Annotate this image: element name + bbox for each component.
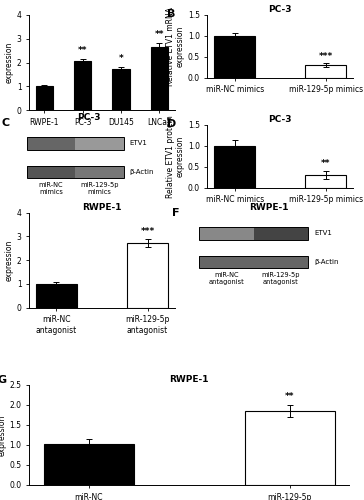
Y-axis label: Relative ETV1 protein
expression: Relative ETV1 protein expression <box>166 115 185 198</box>
Text: F: F <box>171 208 179 218</box>
Text: ETV1: ETV1 <box>129 140 147 146</box>
Text: β-Actin: β-Actin <box>314 259 339 265</box>
Text: ETV1: ETV1 <box>314 230 332 236</box>
Text: **: ** <box>321 160 331 168</box>
Text: **: ** <box>78 46 87 55</box>
Bar <box>199 256 308 268</box>
Title: RWPE-1: RWPE-1 <box>250 202 289 211</box>
Y-axis label: Relative ETV1 protein
expression: Relative ETV1 protein expression <box>0 394 7 476</box>
Text: *: * <box>119 54 123 63</box>
Title: PC-3: PC-3 <box>78 112 101 122</box>
Bar <box>27 166 124 177</box>
Text: **: ** <box>285 392 294 401</box>
Bar <box>305 175 347 188</box>
Bar <box>36 86 53 110</box>
Title: RWPE-1: RWPE-1 <box>170 375 209 384</box>
Bar <box>254 256 308 268</box>
Bar <box>151 47 168 110</box>
Bar <box>27 137 124 149</box>
Text: miR-NC
mimics: miR-NC mimics <box>39 182 63 196</box>
Bar <box>199 227 254 239</box>
Text: β-Actin: β-Actin <box>129 169 154 175</box>
Y-axis label: Relative ETV1 mRNA
expression: Relative ETV1 mRNA expression <box>166 6 185 86</box>
Title: PC-3: PC-3 <box>269 5 292 14</box>
Title: RWPE-1: RWPE-1 <box>82 202 122 211</box>
Bar <box>112 69 130 110</box>
Bar <box>36 284 77 308</box>
Bar <box>127 244 168 308</box>
Text: B: B <box>167 8 175 18</box>
Text: miR-129-5p
antagonist: miR-129-5p antagonist <box>261 272 300 285</box>
Bar <box>27 137 124 149</box>
Bar <box>75 137 124 149</box>
Text: ***: *** <box>141 226 155 235</box>
Bar <box>199 256 308 268</box>
Y-axis label: Relative ETV1 mRNA
expression: Relative ETV1 mRNA expression <box>0 220 14 300</box>
Bar <box>44 444 134 485</box>
Text: miR-129-5p
mimics: miR-129-5p mimics <box>80 182 119 196</box>
Bar <box>214 36 255 78</box>
Bar <box>27 166 124 177</box>
Text: ***: *** <box>319 52 333 61</box>
Bar <box>27 166 75 177</box>
Text: **: ** <box>155 30 164 39</box>
Bar <box>254 227 308 239</box>
Text: D: D <box>167 118 176 128</box>
Text: G: G <box>0 375 6 385</box>
Bar <box>305 65 347 78</box>
Text: miR-NC
antagonist: miR-NC antagonist <box>209 272 245 285</box>
Bar <box>245 411 335 485</box>
Bar <box>199 227 308 239</box>
Bar <box>199 256 254 268</box>
Bar <box>75 166 124 177</box>
Bar <box>199 227 308 239</box>
Bar <box>214 146 255 188</box>
Text: C: C <box>1 118 10 128</box>
Bar <box>27 137 75 149</box>
Y-axis label: Relative ETV1 mRNA
expression: Relative ETV1 mRNA expression <box>0 23 14 102</box>
Bar <box>74 62 91 110</box>
Title: PC-3: PC-3 <box>269 115 292 124</box>
